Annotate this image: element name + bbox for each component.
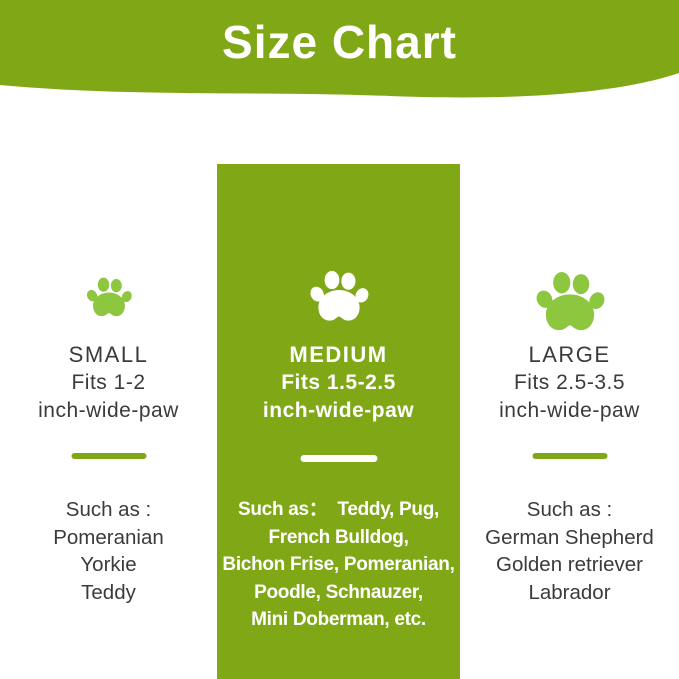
medium-column-background [217, 164, 460, 679]
such-as-line: Pomeranian [53, 525, 164, 549]
size-unit: inch-wide-paw [38, 398, 179, 422]
such-as-list: Such as： Teddy, Pug, French Bulldog, Bic… [217, 496, 460, 634]
size-fits: Fits 1.5-2.5 [281, 371, 396, 394]
such-as-line: Such as： Teddy, Pug, [238, 499, 439, 520]
such-as-line: Bichon Frise, Pomeranian, [222, 554, 455, 576]
size-label: MEDIUM [289, 342, 388, 367]
size-unit: inch-wide-paw [262, 398, 415, 422]
such-as-list: Such as : German Shepherd Golden retriev… [460, 496, 679, 606]
column-medium: MEDIUM Fits 1.5-2.5 inch-wide-paw Such a… [217, 0, 460, 679]
such-as-line: French Bulldog, [268, 526, 409, 548]
column-large: LARGE Fits 2.5-3.5 inch-wide-paw Such as… [460, 0, 679, 679]
divider-line [532, 453, 607, 459]
paw-icon [86, 277, 132, 318]
such-as-line: German Shepherd [485, 525, 654, 549]
paw-icon [535, 271, 604, 333]
such-as-line: Yorkie [80, 553, 137, 576]
such-as-list: Such as : Pomeranian Yorkie Teddy [0, 496, 217, 606]
such-as-line: Labrador [528, 580, 611, 604]
such-as-line: Mini Doberman, etc. [251, 609, 426, 631]
divider-line [300, 455, 377, 462]
header-wave [0, 0, 679, 98]
such-as-line: Such as : [65, 498, 152, 521]
size-block: LARGE Fits 2.5-3.5 inch-wide-paw [460, 341, 679, 424]
such-as-line: Teddy [81, 580, 136, 604]
such-as-line: Golden retriever [496, 553, 643, 576]
paw-icon [309, 270, 368, 323]
such-as-line: Such as : [526, 498, 613, 521]
such-as-line: Poodle, Schnauzer, [254, 581, 423, 603]
size-fits: Fits 2.5-3.5 [513, 371, 626, 394]
header-banner: Size Chart [0, 0, 679, 110]
page-title: Size Chart [222, 16, 457, 68]
divider-line [71, 453, 146, 459]
size-block: SMALL Fits 1-2 inch-wide-paw [0, 341, 217, 424]
size-label: SMALL [68, 342, 149, 367]
size-label: LARGE [528, 342, 611, 367]
size-block: MEDIUM Fits 1.5-2.5 inch-wide-paw [217, 341, 460, 424]
size-fits: Fits 1-2 [71, 371, 146, 394]
column-small: SMALL Fits 1-2 inch-wide-paw Such as : P… [0, 0, 217, 679]
size-unit: inch-wide-paw [499, 398, 640, 422]
